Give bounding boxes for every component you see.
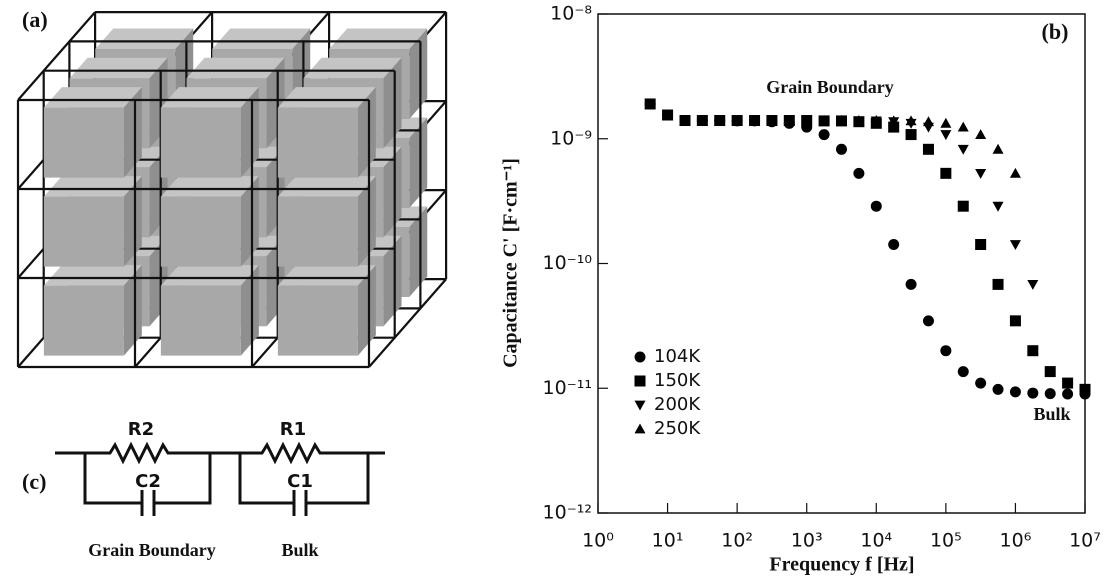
- x-tick-label: 10⁰: [582, 530, 614, 552]
- wire: [154, 453, 210, 503]
- point: [1062, 388, 1073, 399]
- point: [1045, 388, 1056, 399]
- lattice-diagram: [18, 12, 446, 367]
- point: [836, 144, 847, 155]
- point: [993, 384, 1004, 395]
- point: [940, 345, 951, 356]
- wire: [85, 453, 142, 503]
- point: [1010, 315, 1021, 326]
- y-axis-label: Capacitance C' [F·cm⁻¹]: [500, 158, 522, 368]
- point: [871, 201, 882, 212]
- point: [1010, 386, 1021, 397]
- point: [975, 378, 986, 389]
- grain: [161, 108, 241, 178]
- point: [1045, 366, 1056, 377]
- y-tick-label: 10⁻⁹: [550, 127, 592, 149]
- point: [906, 129, 917, 140]
- wire: [55, 445, 385, 461]
- circuit-caption: Grain Boundary: [88, 540, 216, 560]
- point: [1027, 388, 1038, 399]
- grain: [44, 286, 124, 356]
- point: [923, 315, 934, 326]
- annotation: Grain Boundary: [766, 77, 894, 97]
- grain: [278, 286, 358, 356]
- component-label: C1: [287, 471, 313, 492]
- annotation: Bulk: [1033, 404, 1070, 424]
- point: [1027, 280, 1038, 290]
- point: [1080, 384, 1091, 395]
- legend-marker: [635, 424, 646, 434]
- legend-label: 250K: [654, 418, 701, 439]
- point: [958, 366, 969, 377]
- panel-label: (b): [1042, 19, 1069, 44]
- x-tick-label: 10⁷: [1069, 530, 1101, 552]
- component-label: R1: [280, 419, 306, 440]
- legend-marker: [635, 376, 646, 387]
- point: [906, 279, 917, 290]
- grain: [278, 197, 358, 267]
- page: (a) (c) R2 C2 R1 C1 Grain Boundary Bulk …: [0, 0, 1110, 581]
- point: [958, 145, 969, 155]
- y-tick-label: 10⁻¹¹: [543, 377, 592, 399]
- legend-label: 104K: [654, 346, 701, 367]
- grain: [161, 197, 241, 267]
- panel-label: (a): [22, 7, 48, 32]
- figure: (a) (c) R2 C2 R1 C1 Grain Boundary Bulk …: [0, 0, 1110, 581]
- point: [1027, 345, 1038, 356]
- circuit: [55, 445, 385, 516]
- y-tick-label: 10⁻¹⁰: [543, 252, 592, 274]
- legend-label: 200K: [654, 394, 701, 415]
- point: [1010, 240, 1021, 250]
- point: [993, 202, 1004, 212]
- x-tick-label: 10²: [721, 530, 753, 552]
- legend-marker: [635, 401, 646, 411]
- x-tick-label: 10⁵: [930, 530, 962, 552]
- point: [1010, 168, 1021, 178]
- point: [923, 144, 934, 155]
- y-tick-label: 10⁻¹²: [543, 502, 592, 524]
- point: [940, 168, 951, 179]
- point: [888, 115, 899, 125]
- y-tick-label: 10⁻⁸: [550, 3, 592, 25]
- grain: [161, 286, 241, 356]
- point: [888, 239, 899, 250]
- x-tick-label: 10¹: [652, 530, 684, 552]
- grain: [44, 108, 124, 178]
- point: [940, 130, 951, 140]
- point: [1062, 378, 1073, 389]
- point: [975, 129, 986, 139]
- point: [975, 239, 986, 250]
- wire: [240, 453, 294, 503]
- x-tick-label: 10⁴: [860, 530, 892, 552]
- panel-label: (c): [22, 469, 46, 494]
- x-tick-label: 10⁶: [1000, 530, 1032, 552]
- legend-label: 150K: [654, 370, 701, 391]
- component-label: R2: [128, 419, 154, 440]
- point: [940, 118, 951, 128]
- point: [993, 144, 1004, 154]
- point: [958, 201, 969, 212]
- point: [819, 129, 830, 140]
- x-axis-label: Frequency f [Hz]: [769, 554, 914, 576]
- x-tick-label: 10³: [791, 530, 823, 552]
- circuit-caption: Bulk: [281, 540, 318, 560]
- point: [958, 122, 969, 132]
- component-label: C2: [135, 471, 161, 492]
- grain: [44, 197, 124, 267]
- grain: [278, 108, 358, 178]
- wire: [306, 453, 368, 503]
- point: [923, 116, 934, 126]
- point: [993, 279, 1004, 290]
- legend-marker: [635, 352, 646, 363]
- point: [853, 168, 864, 179]
- point: [975, 169, 986, 179]
